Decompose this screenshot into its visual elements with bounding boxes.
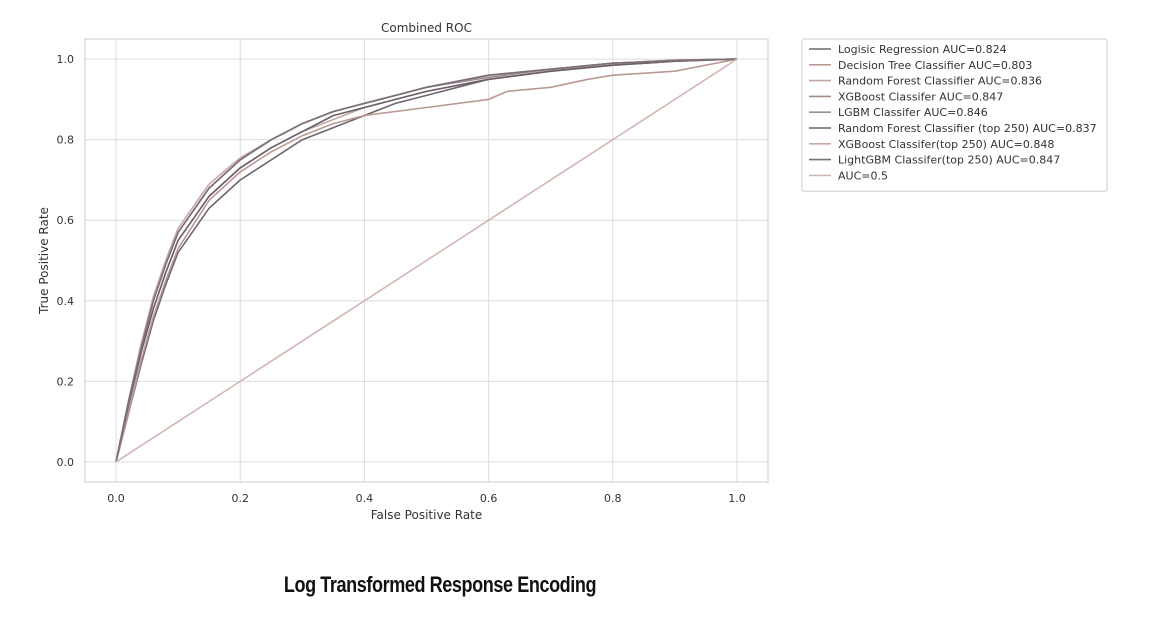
legend-label-2: Random Forest Classifier AUC=0.836 (838, 75, 1042, 88)
legend-label-8: AUC=0.5 (838, 169, 888, 182)
plot-area-frame (84, 38, 769, 483)
x-tick-label: 1.0 (728, 492, 746, 505)
series-lines (115, 58, 738, 463)
series-line-1 (115, 58, 738, 463)
legend-label-3: XGBoost Classifer AUC=0.847 (838, 90, 1003, 103)
legend-label-6: XGBoost Classifer(top 250) AUC=0.848 (838, 138, 1054, 151)
legend-label-7: LightGBM Classifer(top 250) AUC=0.847 (838, 154, 1060, 167)
legend: Logisic Regression AUC=0.824 Decision Tre… (801, 38, 1108, 192)
y-tick-label: 1.0 (57, 53, 75, 66)
x-axis-label: False Positive Rate (371, 508, 483, 522)
legend-label-0: Logisic Regression AUC=0.824 (838, 43, 1007, 56)
y-tick-label: 0.0 (57, 456, 75, 469)
y-tick-label: 0.2 (57, 375, 75, 388)
legend-box (801, 38, 1108, 192)
y-tick-label: 0.8 (57, 134, 75, 147)
y-tick-labels: 0.0 0.2 0.4 0.6 0.8 1.0 (57, 53, 75, 469)
legend-label-5: Random Forest Classifier (top 250) AUC=0… (838, 122, 1097, 135)
y-tick-label: 0.4 (57, 295, 75, 308)
x-tick-label: 0.2 (231, 492, 249, 505)
y-tick-label: 0.6 (57, 214, 75, 227)
roc-chart: 0.0 0.2 0.4 0.6 0.8 1.0 0.0 0.2 0.4 0.6 0.8 1.0 Co… (37, 21, 1108, 522)
legend-label-1: Decision Tree Classifier AUC=0.803 (838, 59, 1032, 72)
chart-title: Combined ROC (381, 21, 472, 35)
x-tick-label: 0.6 (480, 492, 498, 505)
figure-caption: Log Transformed Response Encoding (283, 572, 597, 597)
x-tick-labels: 0.0 0.2 0.4 0.6 0.8 1.0 (107, 492, 745, 505)
x-tick-label: 0.0 (107, 492, 125, 505)
x-tick-label: 0.8 (604, 492, 622, 505)
y-axis-label: True Positive Rate (37, 207, 51, 315)
x-tick-label: 0.4 (356, 492, 374, 505)
series-line-5 (115, 58, 738, 463)
legend-label-4: LGBM Classifer AUC=0.846 (838, 106, 988, 119)
series-line-8 (115, 58, 738, 463)
gridlines (85, 39, 768, 482)
series-line-7 (115, 58, 738, 463)
